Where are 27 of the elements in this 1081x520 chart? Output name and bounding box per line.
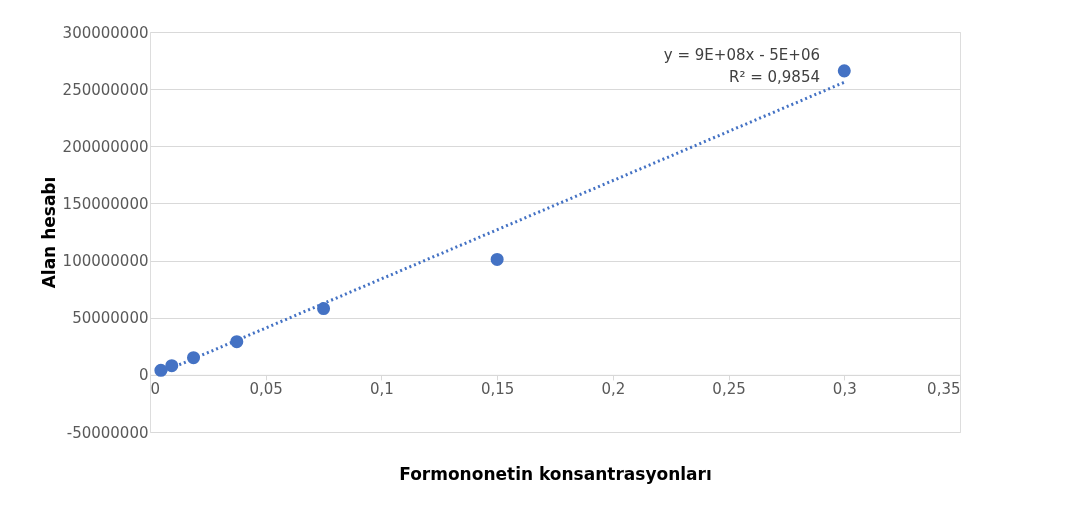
- x-axis-title: Formononetin konsantrasyonları: [399, 463, 712, 484]
- x-tick-label: 0,25: [712, 380, 746, 399]
- x-tick-label: 0,2: [601, 380, 626, 399]
- point: [230, 335, 244, 349]
- x-tick-label: 0,3: [832, 380, 857, 399]
- point: [154, 363, 168, 377]
- y-tick-label: 100000000: [62, 252, 149, 271]
- point: [317, 302, 331, 316]
- y-tick-label: 50000000: [72, 309, 149, 328]
- y-tick-label: 0: [138, 366, 149, 385]
- y-tick-label: 300000000: [62, 23, 149, 42]
- point: [165, 359, 179, 373]
- y-tick-label: 250000000: [62, 80, 149, 99]
- x-tick-label: 0,05: [249, 380, 283, 399]
- x-tick-label: 0: [150, 380, 161, 399]
- x-tick-label: 0,35: [927, 380, 961, 399]
- annotation: y = 9E+08x - 5E+06: [663, 46, 820, 64]
- x-tick-label: 0,15: [480, 380, 515, 399]
- y-axis-title: Alan hesabı: [38, 176, 59, 289]
- y-tick-label: 200000000: [62, 137, 149, 156]
- point: [490, 252, 504, 266]
- annotation: R² = 0,9854: [728, 68, 820, 86]
- point: [186, 351, 201, 365]
- y-tick-label: 150000000: [62, 194, 149, 213]
- x-tick-label: 0,1: [370, 380, 394, 399]
- y-tick-label: -50000000: [66, 423, 149, 442]
- point: [837, 64, 851, 78]
